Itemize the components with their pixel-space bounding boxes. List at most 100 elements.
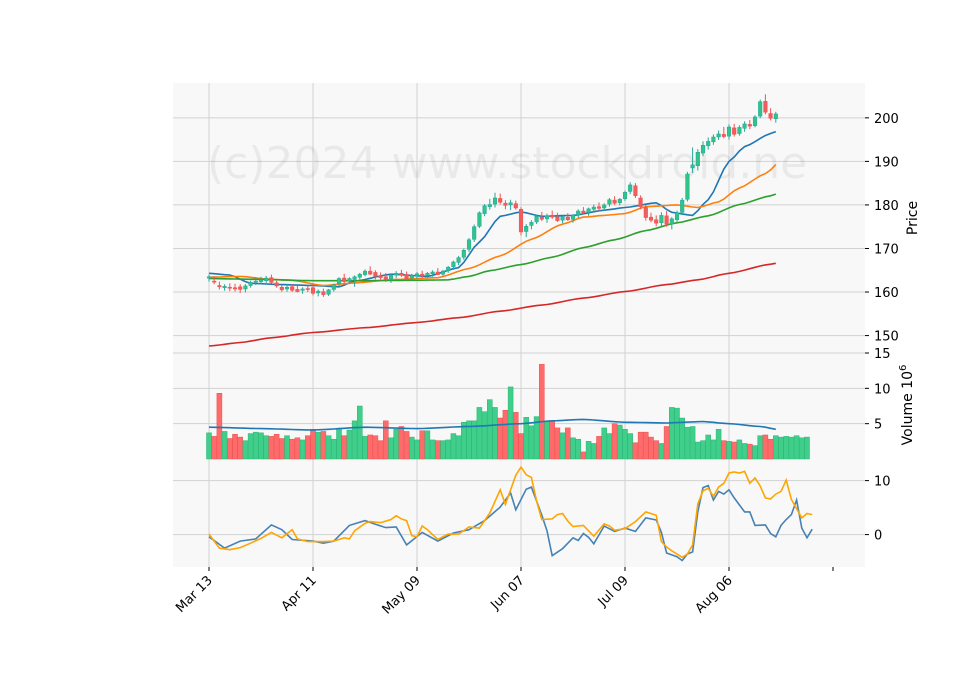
indicator-tick-label: 10 <box>874 475 891 490</box>
candle-body <box>628 184 633 192</box>
volume-bar <box>237 436 243 460</box>
candle-body <box>222 286 227 288</box>
candle-body <box>227 286 232 289</box>
volume-bar <box>710 439 717 460</box>
candle-body <box>388 275 394 280</box>
candle-body <box>622 192 628 200</box>
volume-bar <box>726 441 732 460</box>
candle-body <box>555 216 560 221</box>
volume-bar <box>310 429 316 460</box>
candlestick <box>513 200 518 210</box>
candlestick <box>711 134 716 145</box>
candle-body <box>586 208 591 213</box>
volume-bar <box>253 431 259 460</box>
volume-bar <box>216 393 223 460</box>
volume-bar <box>357 405 363 460</box>
candlestick <box>716 130 721 141</box>
candlestick <box>368 266 373 276</box>
volume-bar <box>481 411 488 460</box>
candlestick <box>321 288 326 297</box>
volume-bar <box>669 407 675 460</box>
candlestick <box>732 123 737 137</box>
candle-body <box>295 289 300 292</box>
candlestick <box>461 248 466 260</box>
volume-bar <box>663 426 670 460</box>
candlestick <box>534 214 539 225</box>
candle-body <box>591 206 596 210</box>
candle-body <box>487 204 492 207</box>
volume-bar <box>232 434 238 460</box>
candlestick <box>628 182 633 195</box>
volume-bar <box>393 429 399 460</box>
candlestick <box>310 283 316 296</box>
volume-axis-exponent: 6 <box>898 365 909 371</box>
volume-bar <box>788 436 795 460</box>
candle-body <box>331 284 336 290</box>
candle-body <box>498 198 503 203</box>
candle-body <box>737 127 742 134</box>
volume-bar <box>336 428 342 460</box>
candlestick <box>451 260 456 270</box>
candle-body <box>654 219 659 224</box>
volume-bar <box>268 436 275 460</box>
volume-bar <box>367 434 373 460</box>
volume-bar <box>762 434 769 460</box>
candlestick <box>700 141 706 157</box>
candlestick <box>664 211 669 227</box>
volume-bar <box>206 432 212 460</box>
candle-body <box>466 239 472 250</box>
candlestick <box>326 288 331 296</box>
volume-bar <box>388 437 394 460</box>
candlestick <box>492 192 498 208</box>
candlestick <box>596 202 602 212</box>
candle-body <box>700 145 706 154</box>
candlestick <box>508 199 513 211</box>
candlestick <box>726 124 732 140</box>
candle-body <box>362 270 368 275</box>
volume-bar <box>596 436 602 460</box>
volume-bar <box>279 438 285 460</box>
candlestick <box>685 171 690 202</box>
candlestick <box>430 270 435 277</box>
candlestick <box>560 215 565 224</box>
volume-bars <box>206 364 810 460</box>
candle-body <box>290 286 295 291</box>
candle-body <box>399 273 404 276</box>
candlestick <box>394 271 399 279</box>
candle-body <box>492 197 498 205</box>
volume-bar <box>289 438 295 460</box>
volume-bar <box>674 407 680 460</box>
candlestick <box>388 274 394 283</box>
volume-bar <box>351 420 358 460</box>
volume-bar <box>273 434 280 460</box>
candlestick <box>425 272 430 279</box>
volume-bar <box>606 433 613 460</box>
volume-bar <box>440 440 446 460</box>
candle-body <box>482 205 487 214</box>
candle-body <box>711 136 716 143</box>
candle-body <box>607 199 612 205</box>
volume-bar <box>580 451 587 460</box>
candlestick <box>466 238 472 252</box>
candle-body <box>659 215 664 224</box>
candle-body <box>669 218 674 225</box>
volume-bar <box>627 433 633 460</box>
volume-bar <box>320 431 327 460</box>
volume-bar <box>684 426 691 460</box>
volume-bar <box>554 427 561 460</box>
candlestick <box>243 284 248 293</box>
candlestick <box>498 193 503 205</box>
volume-bar <box>221 431 228 460</box>
candle-body <box>404 274 409 279</box>
volume-bar <box>450 433 457 460</box>
candlestick <box>586 207 591 216</box>
candle-body <box>674 212 680 220</box>
candle-body <box>451 261 456 268</box>
candle-body <box>461 249 466 258</box>
volume-bar <box>648 436 654 460</box>
candlestick <box>378 272 383 281</box>
candle-body <box>446 266 451 271</box>
candle-body <box>284 286 290 290</box>
candle-body <box>726 126 732 137</box>
candlestick <box>550 210 555 219</box>
